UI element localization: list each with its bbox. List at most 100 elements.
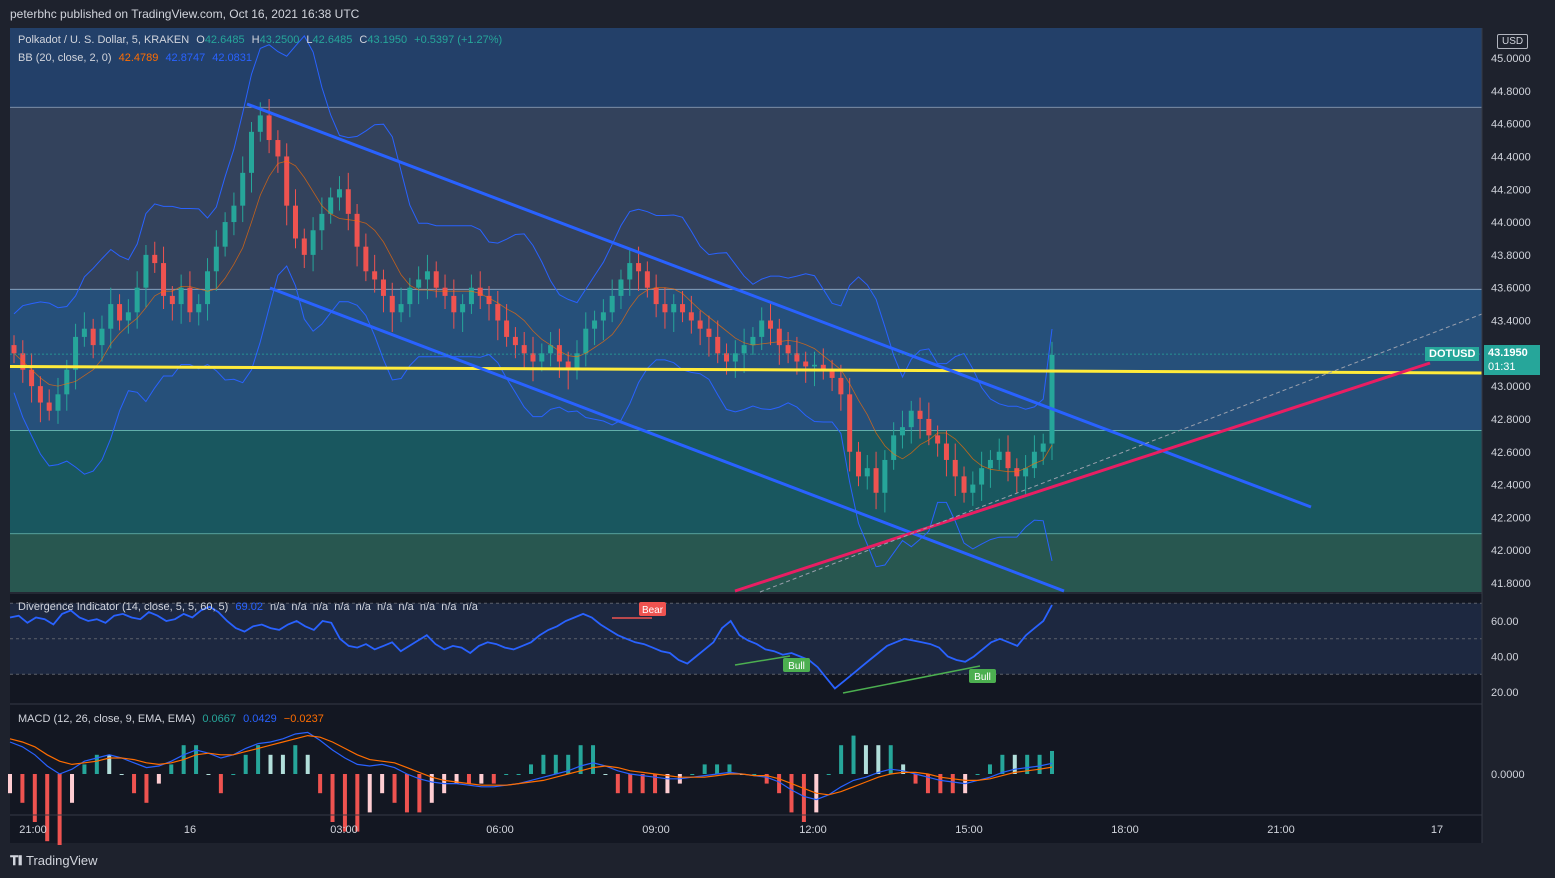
last-price: 43.1950: [1488, 347, 1528, 359]
macd-histogram-bar: [1050, 750, 1054, 774]
macd-histogram-bar: [20, 774, 25, 803]
price-tick-label: 44.2000: [1491, 184, 1531, 196]
low-label: L: [306, 34, 313, 46]
candle-body: [987, 459, 993, 469]
candle-body: [768, 320, 774, 329]
candle-body: [336, 189, 342, 198]
macd-histogram-bar: [764, 774, 769, 784]
price-tick-label: 42.2000: [1491, 512, 1531, 524]
footer: 𝐓❙ TradingView: [0, 845, 1555, 878]
candle-body: [1005, 451, 1011, 469]
price-tick-label: 43.6000: [1491, 283, 1531, 295]
support-line-yellow: [9, 364, 1483, 375]
macd-histogram-bar: [863, 745, 868, 774]
bb-upper-value: 42.8747: [165, 52, 206, 64]
macd-histogram-bar: [392, 774, 397, 803]
macd-histogram-bar: [82, 764, 87, 774]
symbol-title: Polkadot / U. S. Dollar, 5, KRAKEN: [18, 34, 190, 46]
macd-histogram-bar: [144, 774, 149, 803]
candle-body: [134, 287, 140, 313]
candle-body: [970, 484, 976, 493]
macd-histogram-bar: [466, 774, 471, 784]
candle-body: [908, 410, 914, 428]
candle-body: [724, 353, 730, 362]
candle-body: [1023, 468, 1029, 477]
candle-body: [855, 451, 861, 477]
candle-body: [64, 369, 70, 395]
macd-histogram-bar: [342, 774, 347, 832]
candle-body: [240, 172, 246, 206]
change-value: +0.5397 (+1.27%): [414, 34, 503, 46]
price-tick-label: 42.6000: [1491, 447, 1531, 459]
candle-body: [644, 271, 650, 288]
top-bar: peterbhc published on TradingView.com, O…: [0, 0, 1555, 28]
candle-body: [873, 468, 879, 493]
candle-body: [90, 328, 96, 346]
macd-histogram-bar: [8, 774, 12, 794]
candle-body: [697, 320, 703, 329]
candle-body: [416, 279, 422, 288]
candle-body: [257, 115, 263, 132]
candle-body: [196, 304, 202, 313]
candle-body: [231, 205, 237, 223]
candle-body: [460, 304, 466, 313]
candle-body: [468, 287, 474, 305]
high-label: H: [251, 34, 260, 46]
macd-histogram-bar: [777, 774, 782, 794]
candle-body: [574, 353, 580, 370]
candle-body: [143, 254, 149, 288]
bull-label-bg: [783, 658, 810, 672]
candle-body: [662, 304, 668, 313]
bull-divergence-line: [842, 665, 981, 694]
candle-body: [161, 263, 167, 296]
candle-body: [451, 295, 457, 313]
candle-body: [741, 345, 747, 354]
candle-body: [794, 353, 800, 362]
bb-basis-line: [13, 160, 1053, 473]
price-tick-label: 44.6000: [1491, 119, 1531, 131]
zone-lower: [10, 430, 1482, 534]
divergence-label: Divergence Indicator (14, close, 5, 5, 6…: [18, 601, 229, 613]
macd-histogram-bar: [851, 735, 856, 774]
candle-body: [715, 336, 721, 354]
candle-body: [477, 287, 483, 296]
open-value: 42.6485: [204, 34, 245, 46]
candle-body: [504, 320, 510, 337]
candle-body: [530, 353, 536, 362]
tradingview-logo[interactable]: 𝐓❙ TradingView: [10, 853, 98, 869]
macd-histogram-bar: [950, 774, 955, 794]
divergence-value: 69.02: [235, 601, 263, 613]
candle-body: [618, 279, 624, 296]
macd-histogram-bar: [888, 745, 893, 774]
macd-histogram-bar: [938, 774, 943, 794]
candle-body: [627, 263, 633, 280]
hist-value: −0.0237: [283, 713, 324, 725]
low-value: 42.6485: [312, 34, 353, 46]
candle-body: [882, 459, 888, 493]
candle-body: [732, 353, 738, 362]
macd-histogram-bar: [1000, 754, 1005, 774]
zone-mid: [10, 289, 1482, 431]
candle-body: [785, 345, 791, 354]
zone-bottom: [10, 533, 1482, 592]
macd-histogram-bar: [156, 774, 161, 784]
macd-histogram-bar: [1025, 754, 1030, 774]
divergence-na: n/a n/a n/a n/a n/a n/a n/a n/a n/a n/a: [270, 601, 478, 613]
macd-histogram-bar: [715, 764, 720, 774]
currency-button[interactable]: USD: [1497, 34, 1529, 49]
candle-body: [433, 271, 439, 288]
macd-line: [9, 731, 1053, 801]
bb-label: BB (20, close, 2, 0): [18, 52, 112, 64]
macd-histogram-bar: [987, 764, 992, 774]
candle-body: [178, 287, 184, 305]
candle-body: [706, 328, 712, 337]
macd-histogram-bar: [690, 774, 695, 775]
candle-body: [125, 312, 131, 321]
macd-histogram-bar: [789, 774, 794, 813]
candle-body: [310, 230, 316, 255]
candle-body: [37, 386, 43, 403]
candle-body: [926, 418, 932, 436]
bull-divergence-line: [734, 655, 791, 666]
candle-body: [1040, 443, 1046, 452]
